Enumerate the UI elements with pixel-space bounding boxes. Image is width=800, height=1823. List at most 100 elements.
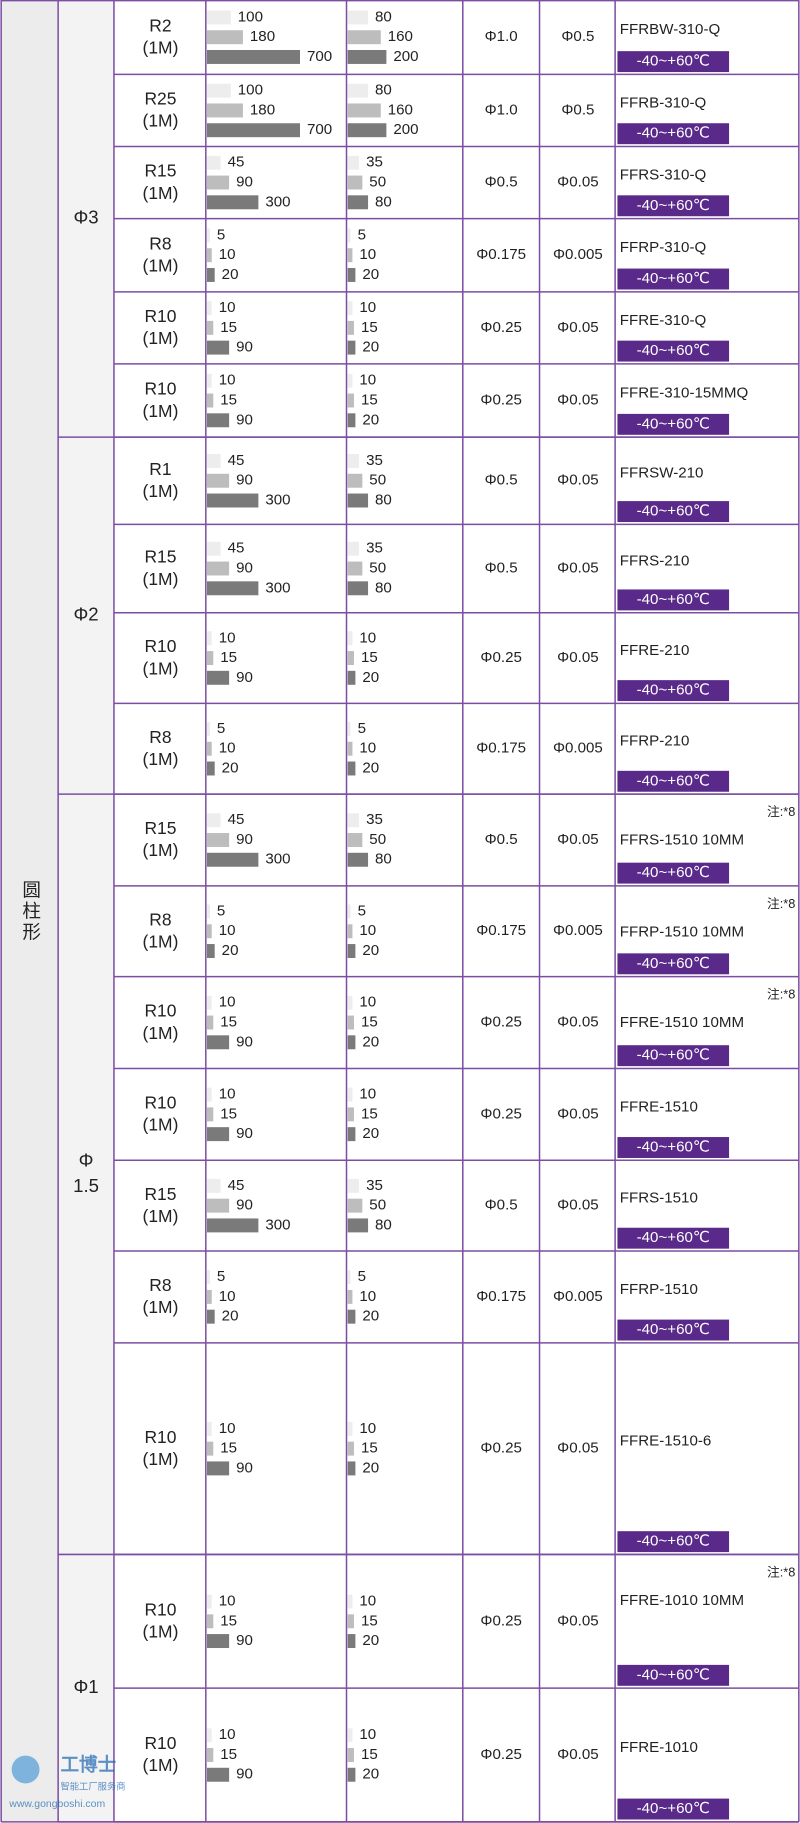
bar-value: 10	[359, 1288, 376, 1305]
length: (1M)	[143, 658, 179, 678]
bar-value: 300	[265, 491, 290, 508]
length: (1M)	[143, 1622, 179, 1642]
bar	[347, 393, 354, 408]
bar-value: 10	[219, 246, 236, 263]
temp-badge	[617, 680, 730, 702]
bar	[206, 852, 259, 867]
length: (1M)	[143, 111, 179, 131]
bar-value: 80	[375, 491, 392, 508]
bar	[206, 1178, 221, 1193]
bar	[206, 924, 212, 939]
bar-value: 700	[307, 48, 332, 65]
radius: R8	[149, 727, 171, 747]
bar-value: 5	[217, 1268, 225, 1285]
bar-value: 20	[362, 1766, 379, 1783]
bar-value: 10	[219, 372, 236, 389]
bar-value: 10	[219, 1726, 236, 1743]
bar	[347, 175, 363, 190]
radius: R8	[149, 909, 171, 929]
bar-value: 10	[219, 740, 236, 757]
bar	[347, 1107, 354, 1122]
bar-value: 15	[361, 1440, 378, 1457]
bar	[347, 1634, 356, 1649]
bar	[206, 10, 231, 25]
bar	[347, 1178, 360, 1193]
bar	[347, 103, 381, 118]
length: (1M)	[143, 1115, 179, 1135]
bar-value: 50	[369, 1197, 386, 1214]
bar-value: 10	[359, 740, 376, 757]
bar-value: 15	[220, 1612, 237, 1629]
model: FFRE-310-Q	[620, 312, 707, 329]
length: (1M)	[143, 1023, 179, 1043]
bar-value: 20	[362, 339, 379, 356]
note: 注:*8	[767, 987, 795, 1002]
bar	[347, 248, 353, 263]
bar	[206, 1309, 215, 1324]
model: FFRP-210	[620, 733, 690, 750]
diameter-b: Φ0.05	[557, 1014, 598, 1031]
bar	[206, 1289, 212, 1304]
temp-badge	[617, 51, 730, 73]
bar	[347, 1270, 351, 1285]
bar	[206, 1614, 214, 1629]
bar	[347, 413, 356, 428]
bar	[347, 1035, 356, 1050]
model: FFRSW-210	[620, 465, 704, 482]
radius: R10	[144, 1427, 176, 1447]
bar-value: 15	[361, 1014, 378, 1031]
length: (1M)	[143, 932, 179, 952]
bar-value: 80	[375, 82, 392, 99]
bar-value: 50	[369, 560, 386, 577]
diameter-a: Φ0.25	[480, 1105, 521, 1122]
bar-value: 90	[236, 1459, 253, 1476]
bar-value: 45	[228, 1177, 245, 1194]
model: FFRS-1510	[620, 1190, 698, 1207]
watermark-logo	[11, 1755, 40, 1784]
note: 注:*8	[767, 1564, 795, 1579]
bar-value: 10	[219, 299, 236, 316]
bar-value: 10	[219, 1086, 236, 1103]
bar-value: 50	[369, 472, 386, 489]
group-label: Φ2	[73, 604, 98, 625]
bar	[347, 1748, 354, 1762]
radius: R10	[144, 1093, 176, 1113]
bar	[206, 741, 212, 756]
model: FFRS-310-Q	[620, 167, 707, 184]
note: 注:*8	[767, 896, 795, 911]
temp-range: -40~+60℃	[637, 955, 710, 972]
bar	[347, 228, 351, 243]
bar-value: 10	[219, 1593, 236, 1610]
bar-value: 10	[219, 922, 236, 939]
bar	[206, 195, 259, 210]
bar-value: 10	[359, 1420, 376, 1437]
bar	[347, 761, 356, 776]
diameter-b: Φ0.05	[557, 560, 598, 577]
bar-value: 45	[228, 811, 245, 828]
diameter-b: Φ0.05	[557, 1440, 598, 1457]
bar-value: 300	[265, 851, 290, 868]
temp-range: -40~+60℃	[637, 270, 710, 287]
diameter-b: Φ0.5	[561, 28, 594, 45]
radius: R15	[144, 1184, 176, 1204]
model: FFRP-1510 10MM	[620, 923, 744, 940]
bar-value: 20	[362, 1033, 379, 1050]
radius: R8	[149, 233, 171, 253]
bar	[206, 228, 210, 243]
bar	[347, 561, 363, 576]
bar	[206, 631, 212, 646]
radius: R15	[144, 547, 176, 567]
bar	[347, 1441, 354, 1456]
bar-value: 45	[228, 540, 245, 557]
bar	[347, 1289, 353, 1304]
bar-value: 15	[361, 319, 378, 336]
bar-value: 35	[366, 452, 383, 469]
bar	[206, 1594, 212, 1609]
bar	[206, 267, 215, 282]
radius: R2	[149, 15, 171, 35]
bar	[206, 1767, 230, 1782]
bar	[206, 1634, 230, 1649]
bar	[206, 561, 230, 576]
